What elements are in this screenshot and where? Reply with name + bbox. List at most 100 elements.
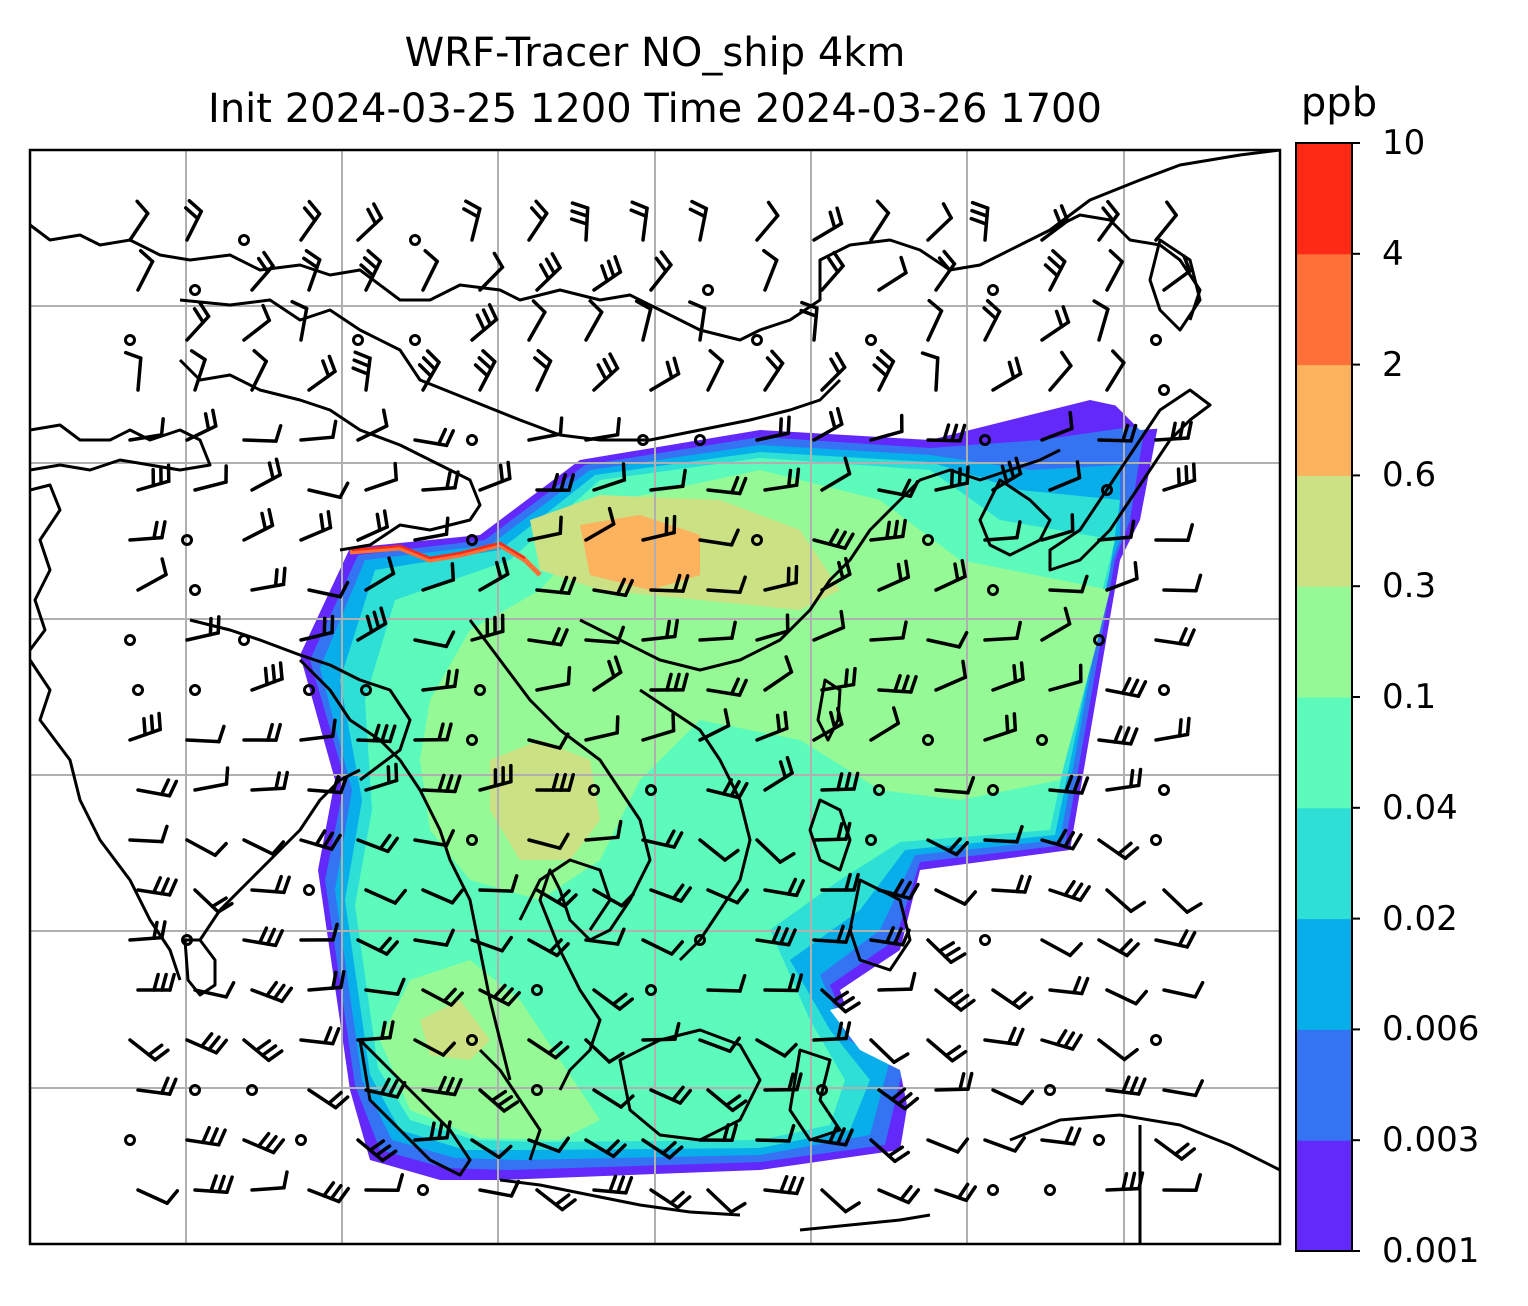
coastline-vietnam — [639, 688, 752, 962]
wind-barb — [641, 829, 684, 849]
colorbar-segment — [1296, 475, 1352, 587]
wind-barb — [991, 1088, 1035, 1106]
wind-barb — [185, 408, 218, 442]
wind-barb — [527, 832, 570, 850]
wind-barb — [185, 301, 211, 342]
wind-barb — [413, 1038, 456, 1057]
coastline-borneo — [618, 1028, 762, 1142]
wind-barb — [364, 762, 399, 792]
wind-barb — [478, 1179, 521, 1198]
wind-barb — [1154, 523, 1194, 542]
colorbar-segment — [1296, 364, 1352, 476]
wind-barb — [706, 888, 750, 905]
wind-calm-marker — [417, 1184, 429, 1196]
wind-barb — [1040, 410, 1074, 442]
wind-barb — [535, 252, 562, 292]
wind-barb — [934, 776, 976, 795]
wind-calm-marker — [1158, 384, 1170, 396]
wind-barb — [983, 712, 1018, 742]
wind-barb — [698, 1036, 742, 1053]
wind-barb — [307, 1181, 351, 1204]
wind-barb — [877, 878, 920, 901]
wind-barb — [755, 1038, 798, 1058]
wind-barb — [421, 888, 465, 905]
field-level-10 — [351, 541, 526, 560]
wind-barb — [299, 419, 338, 442]
wind-barb — [1040, 606, 1072, 642]
wind-calm-marker — [466, 734, 478, 746]
wind-barb — [527, 199, 549, 242]
wind-barb — [470, 303, 499, 342]
colorbar-segment — [1296, 807, 1352, 920]
wind-barb — [763, 467, 801, 492]
wind-calm-marker — [474, 684, 486, 696]
colorbar-tick-label: 0.3 — [1382, 566, 1437, 607]
wind-barb — [763, 1175, 805, 1196]
wind-barb — [698, 708, 731, 742]
wind-barb — [934, 465, 970, 492]
wind-barb — [128, 520, 167, 542]
wind-barb — [934, 559, 967, 592]
wind-barb — [983, 1026, 1025, 1046]
wind-barb — [877, 255, 908, 292]
wind-calm-marker — [987, 784, 999, 796]
wind-barb — [527, 1136, 571, 1154]
colorbar-tick-label: 0.1 — [1382, 677, 1437, 717]
wind-calm-marker — [694, 934, 706, 946]
wind-barb — [592, 255, 623, 292]
wind-barb — [136, 876, 178, 897]
wind-barb — [820, 250, 845, 292]
wind-barb — [969, 200, 990, 242]
coastlines — [30, 150, 1280, 1244]
wind-barb — [307, 1088, 350, 1110]
colorbar-tick-label: 0.02 — [1382, 898, 1458, 939]
wind-calm-marker — [702, 284, 714, 296]
wind-barb — [869, 518, 907, 542]
wind-barb — [356, 1138, 398, 1163]
wind-calm-marker — [1158, 784, 1170, 796]
colorbar-segment — [1296, 253, 1352, 366]
wind-calm-marker — [1044, 1184, 1056, 1196]
wind-barb — [470, 935, 513, 953]
wind-barb — [934, 659, 968, 692]
wind-calm-marker — [1036, 734, 1048, 746]
wind-barb — [755, 415, 791, 442]
wind-barb — [356, 833, 400, 854]
wind-calm-marker — [189, 284, 201, 296]
wind-calm-marker — [1150, 834, 1162, 846]
wind-barb — [242, 838, 286, 856]
wind-barb — [869, 199, 891, 242]
wind-barb — [1040, 1029, 1083, 1051]
wind-barb — [299, 614, 335, 642]
wind-calm-marker — [352, 334, 364, 346]
wind-barb — [820, 556, 852, 592]
wind-barb — [413, 1120, 452, 1142]
wind-barb — [136, 557, 168, 592]
wind-calm-marker — [1093, 1134, 1105, 1146]
colorbar-segment — [1296, 697, 1352, 809]
wind-barb — [364, 1173, 404, 1192]
wind-barb — [877, 478, 920, 498]
wind-barb — [755, 838, 796, 864]
wind-barb — [1162, 573, 1203, 593]
wind-barb — [193, 464, 228, 492]
wind-barb — [533, 348, 553, 392]
title-line-1: WRF-Tracer NO_ship 4km — [404, 30, 906, 76]
wind-barb — [356, 936, 400, 956]
wind-barb — [250, 1170, 289, 1192]
wind-barb — [812, 706, 844, 742]
wind-calm-marker — [466, 834, 478, 846]
coastline-new-guinea — [1009, 1113, 1280, 1172]
colorbar-segment — [1296, 143, 1352, 255]
wind-barb — [307, 969, 346, 992]
wind-calm-marker — [987, 284, 999, 296]
wind-calm-marker — [979, 434, 991, 446]
wind-barb — [649, 883, 693, 903]
wind-calm-marker — [124, 634, 136, 646]
wind-barb — [641, 1021, 681, 1042]
wind-barb — [193, 888, 234, 914]
wind-barb — [820, 456, 852, 492]
wind-barb — [128, 417, 165, 442]
wind-barb — [242, 722, 282, 742]
wind-barb — [926, 1137, 970, 1154]
